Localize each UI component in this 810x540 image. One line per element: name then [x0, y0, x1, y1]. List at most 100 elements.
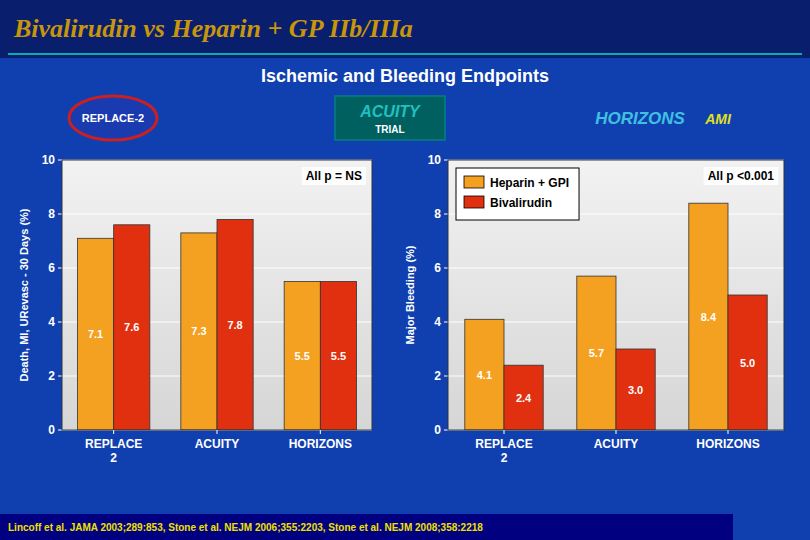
data-label: 5.5	[331, 350, 346, 362]
annotation: All p <0.001	[708, 169, 775, 183]
tick-mark	[444, 376, 448, 377]
tick-mark	[58, 160, 62, 161]
logo-badge	[69, 96, 157, 140]
logo-text: HORIZONS	[595, 109, 685, 128]
logo-text: TRIAL	[375, 124, 404, 135]
tick-mark	[58, 214, 62, 215]
annotation: All p = NS	[306, 169, 362, 183]
bar	[465, 319, 504, 430]
data-label: 7.6	[124, 321, 139, 333]
data-label: 2.4	[516, 392, 532, 404]
title: Bivalirudin vs Heparin + GP IIb/IIIa	[13, 14, 413, 43]
category-label: ACUITY	[195, 437, 240, 451]
bar	[616, 349, 655, 430]
category-label: REPLACE2	[85, 437, 142, 465]
data-label: 5.5	[295, 350, 310, 362]
bar	[504, 365, 543, 430]
grid-line	[62, 214, 372, 215]
data-label: 3.0	[628, 384, 643, 396]
annotation-box	[704, 167, 779, 185]
logo-text: ACUITY	[359, 103, 421, 120]
tick-mark	[616, 430, 617, 434]
data-label: 7.1	[88, 328, 103, 340]
label-line: HORIZONS	[289, 437, 352, 451]
chart: 02468107.17.35.57.67.85.5REPLACE2ACUITYH…	[18, 153, 372, 465]
tick-mark	[58, 322, 62, 323]
label-line: 2	[501, 451, 508, 465]
plot-background	[448, 160, 784, 430]
tick-label: 2	[434, 369, 441, 383]
tick-mark	[217, 430, 218, 434]
legend-label: Heparin + GPI	[490, 176, 569, 190]
bar	[728, 295, 767, 430]
tick-label: 2	[48, 369, 55, 383]
category-label: HORIZONS	[289, 437, 352, 451]
tick-label: 8	[434, 207, 441, 221]
tick-label: 8	[48, 207, 55, 221]
plot-frame	[448, 160, 784, 430]
bars	[465, 203, 767, 430]
label-line: REPLACE	[475, 437, 532, 451]
data-label: 8.4	[701, 311, 717, 323]
footnote-band	[0, 514, 733, 540]
subtitle: Ischemic and Bleeding Endpoints	[261, 66, 549, 86]
tick-mark	[504, 430, 505, 434]
grid-line	[448, 268, 784, 269]
tick-label: 0	[434, 423, 441, 437]
plot-background	[62, 160, 372, 430]
bar	[284, 282, 320, 431]
logo-text: REPLACE-2	[82, 112, 144, 124]
label-line: REPLACE	[85, 437, 142, 451]
plot-frame	[62, 160, 372, 430]
logo-badge	[335, 96, 445, 140]
tick-label: 10	[428, 153, 442, 167]
data-label: 7.8	[227, 319, 242, 331]
tick-mark	[444, 160, 448, 161]
footnote: Lincoff et al. JAMA 2003;289:853, Stone …	[8, 522, 483, 533]
legend-swatch	[464, 176, 484, 188]
logo-text: AMI	[704, 111, 732, 127]
category-label: ACUITY	[594, 437, 639, 451]
chart: 02468104.15.78.42.43.05.0REPLACE2ACUITYH…	[404, 153, 784, 465]
legend: Heparin + GPI Bivalirudin	[456, 168, 579, 220]
bar	[320, 282, 356, 431]
tick-label: 4	[434, 315, 441, 329]
axis-label: Death, MI, URevasc - 30 Days (%)	[18, 208, 30, 381]
tick-label: 6	[434, 261, 441, 275]
data-label: 5.0	[740, 357, 755, 369]
bars	[78, 219, 357, 430]
tick-label: 4	[48, 315, 55, 329]
label-line: 2	[110, 451, 117, 465]
label-line: ACUITY	[195, 437, 240, 451]
bar	[78, 238, 114, 430]
header-band	[0, 0, 810, 58]
tick-mark	[728, 430, 729, 434]
tick-mark	[58, 268, 62, 269]
data-label: 5.7	[589, 347, 604, 359]
tick-label: 0	[48, 423, 55, 437]
tick-label: 6	[48, 261, 55, 275]
bar	[181, 233, 217, 430]
tick-mark	[58, 376, 62, 377]
legend-label: Bivalirudin	[490, 196, 552, 210]
tick-mark	[113, 430, 114, 434]
data-label: 4.1	[477, 369, 492, 381]
chart-root: Bivalirudin vs Heparin + GP IIb/IIIa Isch…	[0, 0, 810, 540]
tick-mark	[444, 322, 448, 323]
data-label: 7.3	[191, 325, 206, 337]
label-line: HORIZONS	[696, 437, 759, 451]
bar	[217, 219, 253, 430]
legend-swatch	[464, 196, 484, 208]
bar	[689, 203, 728, 430]
legend-frame	[456, 168, 579, 220]
bar	[114, 225, 150, 430]
tick-mark	[320, 430, 321, 434]
label-line: ACUITY	[594, 437, 639, 451]
annotation-box	[302, 167, 366, 185]
tick-mark	[444, 214, 448, 215]
tick-label: 10	[42, 153, 56, 167]
tick-mark	[444, 430, 448, 431]
tick-mark	[58, 430, 62, 431]
category-label: REPLACE2	[475, 437, 532, 465]
category-label: HORIZONS	[696, 437, 759, 451]
